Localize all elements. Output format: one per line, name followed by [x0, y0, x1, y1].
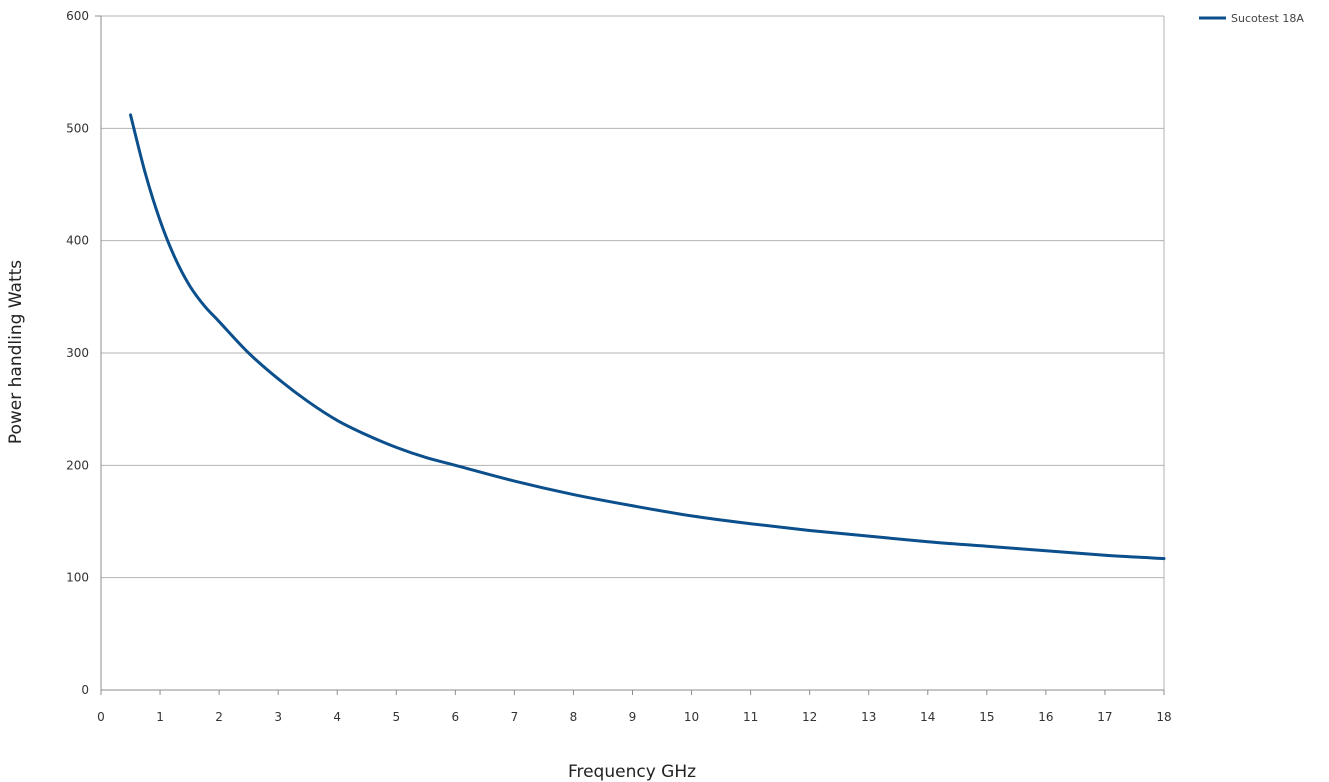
- x-tick-label: 11: [743, 710, 758, 724]
- x-tick-label: 12: [802, 710, 817, 724]
- x-tick-label: 10: [684, 710, 699, 724]
- axes: [95, 15, 1165, 695]
- y-tick-labels: 0 100 200 300 400 500 600: [66, 9, 89, 697]
- y-tick-label: 100: [66, 571, 89, 585]
- x-tick-label: 5: [392, 710, 400, 724]
- x-tick-label: 9: [629, 710, 637, 724]
- y-axis-title: Power handling Watts: [6, 260, 26, 444]
- x-tick-label: 18: [1156, 710, 1171, 724]
- x-tick-labels: 0 1 2 3 4 5 6 7 8 9 10 11 12 13 14 15 16 17 18: [97, 710, 1171, 724]
- y-tick-label: 500: [66, 121, 89, 135]
- x-tick-label: 0: [97, 710, 105, 724]
- x-axis-title: Frequency GHz: [568, 762, 696, 782]
- x-tick-label: 2: [215, 710, 223, 724]
- y-tick-label: 200: [66, 458, 89, 472]
- x-tick-label: 3: [274, 710, 282, 724]
- series-lines: [129, 113, 1166, 561]
- x-tick-label: 8: [570, 710, 578, 724]
- x-tick-label: 17: [1097, 710, 1112, 724]
- y-tick-label: 400: [66, 234, 89, 248]
- x-tick-label: 6: [452, 710, 460, 724]
- x-tick-label: 4: [333, 710, 341, 724]
- x-tick-label: 1: [156, 710, 164, 724]
- y-tick-label: 600: [66, 9, 89, 23]
- x-tick-label: 16: [1038, 710, 1053, 724]
- x-tick-label: 14: [920, 710, 935, 724]
- series-line-sucotest-18a: [129, 113, 1166, 561]
- grid-lines: [101, 15, 1164, 579]
- x-tick-label: 7: [511, 710, 519, 724]
- y-tick-label: 0: [81, 683, 89, 697]
- x-tick-label: 13: [861, 710, 876, 724]
- x-tick-label: 15: [979, 710, 994, 724]
- legend-label-sucotest-18a: Sucotest 18A: [1231, 12, 1304, 25]
- legend: Sucotest 18A: [1199, 12, 1304, 25]
- y-tick-label: 300: [66, 346, 89, 360]
